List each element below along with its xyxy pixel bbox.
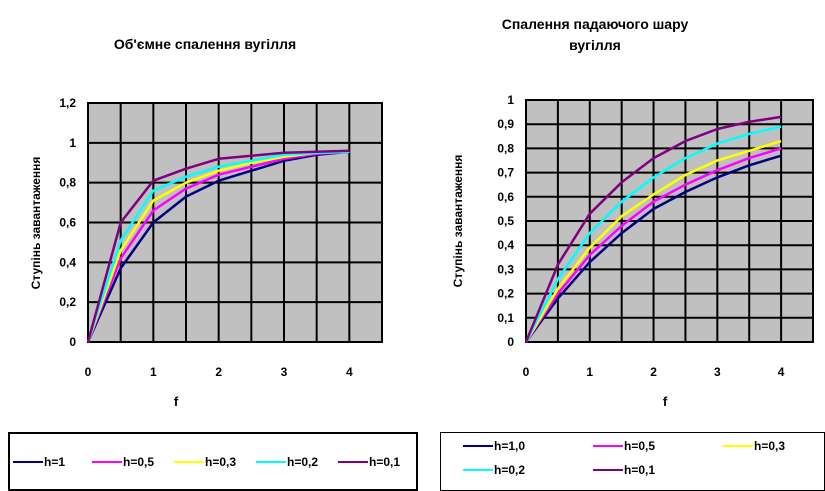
chart1-series-line: [86, 150, 350, 343]
chart2-ytick-label: 0,4: [497, 238, 514, 252]
chart2-ytick-label: 1: [507, 93, 514, 107]
legend-line-icon: [593, 469, 623, 471]
chart2-ytick-label: 0,7: [497, 166, 514, 180]
chart2-legend-item-h05: h=0,5: [593, 439, 655, 453]
chart1-ytick-label: 0,4: [59, 255, 76, 269]
chart1-ytick-label: 1,2: [59, 96, 76, 110]
chart2-ytick-label: 0,2: [497, 287, 514, 301]
legend-line-icon: [463, 469, 493, 471]
chart2-xtick-label: 2: [650, 365, 657, 379]
chart1-series-line: [86, 150, 350, 343]
chart1-legend-item-h03: h=0,3: [174, 455, 236, 469]
chart1-legend-item-h05: h=0,5: [92, 455, 154, 469]
legend-line-icon: [256, 461, 286, 463]
chart2-ytick-label: 0,8: [497, 141, 514, 155]
legend-label: h=0,2: [494, 463, 526, 477]
chart2-series-line: [524, 125, 782, 343]
chart2-legend-item-h10: h=1,0: [463, 439, 525, 453]
chart1-xaxis-label: f: [174, 394, 179, 409]
chart2-legend-item-h03: h=0,3: [723, 439, 785, 453]
chart1-legend-item-h02: h=0,2: [256, 455, 318, 469]
chart2-ytick-label: 0,5: [497, 214, 514, 228]
chart2-legend-item-h01: h=0,1: [593, 463, 655, 477]
chart1-series-line: [86, 149, 350, 343]
chart1-ytick-label: 0: [69, 335, 76, 349]
legend-label: h=0,5: [123, 455, 155, 469]
chart2-ytick-label: 0: [507, 335, 514, 349]
chart1-yaxis-label: Ступінь завантаження: [29, 157, 43, 290]
legend-line-icon: [92, 461, 122, 463]
legend-line-icon: [463, 445, 493, 447]
chart2-xtick-label: 0: [523, 365, 530, 379]
legend-label: h=1,0: [494, 439, 526, 453]
chart1-xtick-label: 2: [215, 365, 222, 379]
chart2-series-line: [524, 147, 782, 343]
chart2-ytick-label: 0,6: [497, 190, 514, 204]
chart2-series-line: [524, 139, 782, 343]
chart1-title: Об'ємне спалення вугілля: [113, 36, 297, 52]
chart1-xtick-label: 0: [85, 365, 92, 379]
legend-label: h=1: [44, 455, 66, 469]
chart1-legend-item-h1: h=1: [13, 455, 65, 469]
chart1-xtick-label: 3: [281, 365, 288, 379]
chart2-xtick-label: 4: [778, 365, 785, 379]
legend-label: h=0,3: [754, 439, 786, 453]
chart2-xtick-label: 3: [714, 365, 721, 379]
chart1-ytick-label: 0,2: [59, 295, 76, 309]
chart1-series-line: [86, 150, 350, 343]
legend-line-icon: [338, 461, 368, 463]
chart1-legend: h=1 h=0,5 h=0,3 h=0,2 h=0,1: [8, 432, 418, 491]
chart2-ytick-label: 0,3: [497, 262, 514, 276]
chart2-title: Спалення падаючого шару вугілля: [501, 16, 689, 53]
legend-label: h=0,1: [624, 463, 656, 477]
chart2-yaxis-label: Ступінь завантаження: [451, 155, 465, 288]
chart2-series-line: [524, 115, 782, 343]
chart1-ytick-label: 1: [69, 136, 76, 150]
chart2-legend-item-h02: h=0,2: [463, 463, 525, 477]
chart2-series-line: [524, 154, 782, 343]
legend-line-icon: [593, 445, 623, 447]
chart2-legend: h=1,0 h=0,5 h=0,3 h=0,2 h=0,1: [440, 432, 825, 491]
chart1-xtick-label: 1: [150, 365, 157, 379]
chart1-ytick-label: 0,8: [59, 176, 76, 190]
chart2-ytick-label: 0,9: [497, 117, 514, 131]
legend-label: h=0,5: [624, 439, 656, 453]
chart1-legend-item-h01: h=0,1: [338, 455, 400, 469]
chart1-xtick-label: 4: [346, 365, 353, 379]
chart2-xtick-label: 1: [586, 365, 593, 379]
legend-line-icon: [723, 445, 753, 447]
legend-label: h=0,1: [369, 455, 401, 469]
legend-line-icon: [13, 461, 43, 463]
legend-label: h=0,2: [287, 455, 319, 469]
chart1-ytick-label: 0,6: [59, 216, 76, 230]
chart2-xaxis-label: f: [663, 394, 668, 409]
chart2-ytick-label: 0,1: [497, 311, 514, 325]
legend-label: h=0,3: [205, 455, 237, 469]
legend-line-icon: [174, 461, 204, 463]
